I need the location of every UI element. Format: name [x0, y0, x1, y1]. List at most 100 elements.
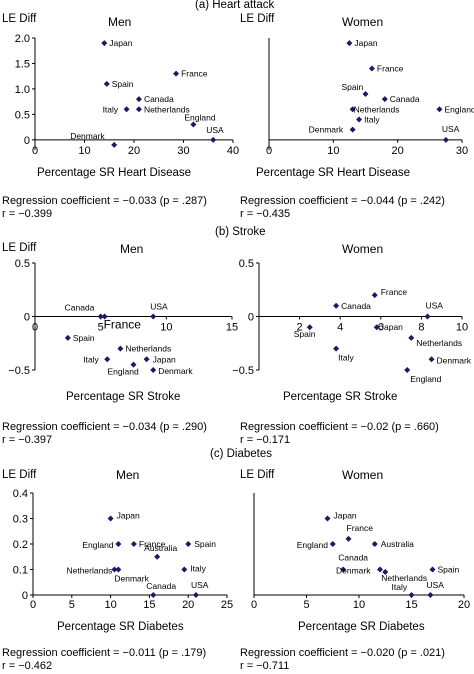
- data-point-netherlands: [117, 345, 124, 352]
- data-point-usa: [424, 313, 431, 320]
- point-label-spain: Spain: [342, 82, 364, 92]
- data-point-england: [130, 361, 137, 368]
- x-tick-label: 0: [251, 599, 257, 611]
- point-label-england: England: [184, 113, 215, 123]
- point-label-england: England: [410, 374, 441, 384]
- data-point-netherlands: [382, 569, 389, 576]
- panel-title: Men: [120, 242, 144, 256]
- x-tick-label: 4: [337, 322, 343, 334]
- data-point-canada: [135, 96, 142, 103]
- panel-title: Men: [116, 468, 140, 482]
- point-label-france: France: [381, 287, 408, 297]
- point-label-canada: Canada: [390, 94, 420, 104]
- y-axis-label: LE Diff: [2, 13, 37, 25]
- point-label-italy: Italy: [83, 354, 99, 364]
- data-point-france: [101, 313, 108, 320]
- point-label-usa: USA: [191, 580, 209, 590]
- regression-coefficient: Regression coefficient = −0.033 (p = .28…: [2, 195, 207, 207]
- x-tick-label: 2: [297, 322, 303, 334]
- data-point-usa: [192, 592, 199, 598]
- point-label-italy: Italy: [392, 582, 408, 592]
- section-title-stroke: (b) Stroke: [215, 226, 266, 238]
- scatter-plot-heart-women: 0 10 20 30 Japan France Spain Canada England Neth…: [266, 38, 474, 157]
- data-point-usa: [442, 136, 449, 143]
- x-tick-label: 5: [98, 322, 104, 334]
- point-label-spain: Spain: [73, 333, 95, 343]
- data-point-spain: [185, 541, 192, 547]
- data-point-england: [329, 541, 336, 547]
- correlation-r: r = −0.711: [240, 660, 290, 672]
- data-point-netherlands: [408, 334, 415, 341]
- y-tick-label: 0: [24, 312, 30, 324]
- data-point-usa: [210, 136, 217, 143]
- point-label-netherlands: Netherlands: [66, 566, 112, 576]
- y-tick-label: −0.5: [232, 365, 254, 377]
- data-point-france: [130, 541, 137, 547]
- data-point-denmark: [377, 566, 383, 573]
- section-title-diabetes: (c) Diabetes: [210, 448, 272, 460]
- point-label-italy: Italy: [364, 114, 380, 124]
- point-label-france: France: [181, 69, 208, 79]
- point-label-netherlands: Netherlands: [416, 338, 462, 348]
- data-point-denmark: [111, 141, 118, 148]
- y-tick-label: −0.5: [8, 365, 30, 377]
- data-point-spain: [362, 91, 369, 97]
- data-point-italy: [181, 566, 188, 573]
- data-point-italy: [104, 356, 111, 363]
- point-label-netherlands: Netherlands: [354, 104, 400, 114]
- y-tick-label: 0: [248, 312, 254, 324]
- point-label-usa: USA: [442, 124, 460, 134]
- data-point-france: [368, 65, 375, 72]
- point-label-france: France: [104, 318, 142, 332]
- point-label-usa: USA: [206, 125, 224, 135]
- y-tick-label: 0.4: [13, 488, 28, 500]
- x-tick-label: 30: [177, 145, 189, 157]
- x-tick-label: 10: [160, 322, 172, 334]
- y-tick-label: 0.5: [15, 109, 30, 121]
- x-tick-label: 15: [226, 322, 238, 334]
- data-point-canada: [333, 302, 340, 309]
- correlation-r: r = −0.397: [2, 434, 53, 446]
- x-tick-label: 10: [353, 599, 365, 611]
- point-label-netherlands: Netherlands: [125, 344, 171, 354]
- point-label-spain: Spain: [294, 329, 316, 339]
- point-label-usa: USA: [426, 580, 444, 590]
- data-point-spain: [306, 324, 313, 331]
- data-point-canada: [381, 96, 388, 103]
- point-label-france: France: [347, 523, 374, 533]
- x-tick-label: 0: [266, 145, 272, 157]
- scatter-plot-diabetes-men: 0 5 10 15 20 25 0.4 0.3 0.2 0.1 0 Japan England Franc…: [13, 488, 233, 611]
- data-point-usa: [150, 313, 157, 320]
- x-tick-label: 10: [78, 145, 90, 157]
- point-label-japan: Japan: [354, 38, 377, 48]
- y-axis-label: LE Diff: [240, 469, 275, 481]
- x-tick-label: 5: [303, 599, 309, 611]
- correlation-r: r = −0.462: [2, 660, 53, 672]
- data-point-denmark: [150, 367, 157, 373]
- data-point-australia: [371, 541, 378, 547]
- x-axis-label: Percentage SR Heart Disease: [37, 167, 192, 179]
- y-tick-label: 0.5: [239, 258, 254, 270]
- x-axis-label: Percentage SR Stroke: [66, 391, 181, 403]
- x-tick-label: 0: [32, 145, 38, 157]
- x-tick-label: 10: [327, 145, 339, 157]
- x-tick-label: 20: [128, 145, 140, 157]
- data-point-spain: [429, 566, 436, 573]
- x-tick-label: 10: [104, 599, 116, 611]
- point-label-canada: Canada: [338, 553, 368, 563]
- point-label-italy: Italy: [103, 104, 119, 114]
- x-tick-label: 30: [456, 145, 468, 157]
- x-tick-label: 25: [221, 599, 233, 611]
- data-point-england: [190, 121, 197, 128]
- point-label-denmark: Denmark: [437, 355, 472, 365]
- point-label-italy: Italy: [338, 353, 354, 363]
- point-label-japan: Japan: [334, 511, 357, 521]
- point-label-denmark: Denmark: [158, 366, 193, 376]
- x-tick-label: 8: [418, 322, 424, 334]
- data-point-france: [345, 535, 352, 542]
- data-point-canada: [340, 566, 347, 573]
- point-label-australia: Australia: [144, 543, 177, 553]
- point-label-netherlands: Netherlands: [381, 573, 427, 583]
- x-tick-label: 15: [405, 599, 417, 611]
- point-label-spain: Spain: [438, 565, 460, 575]
